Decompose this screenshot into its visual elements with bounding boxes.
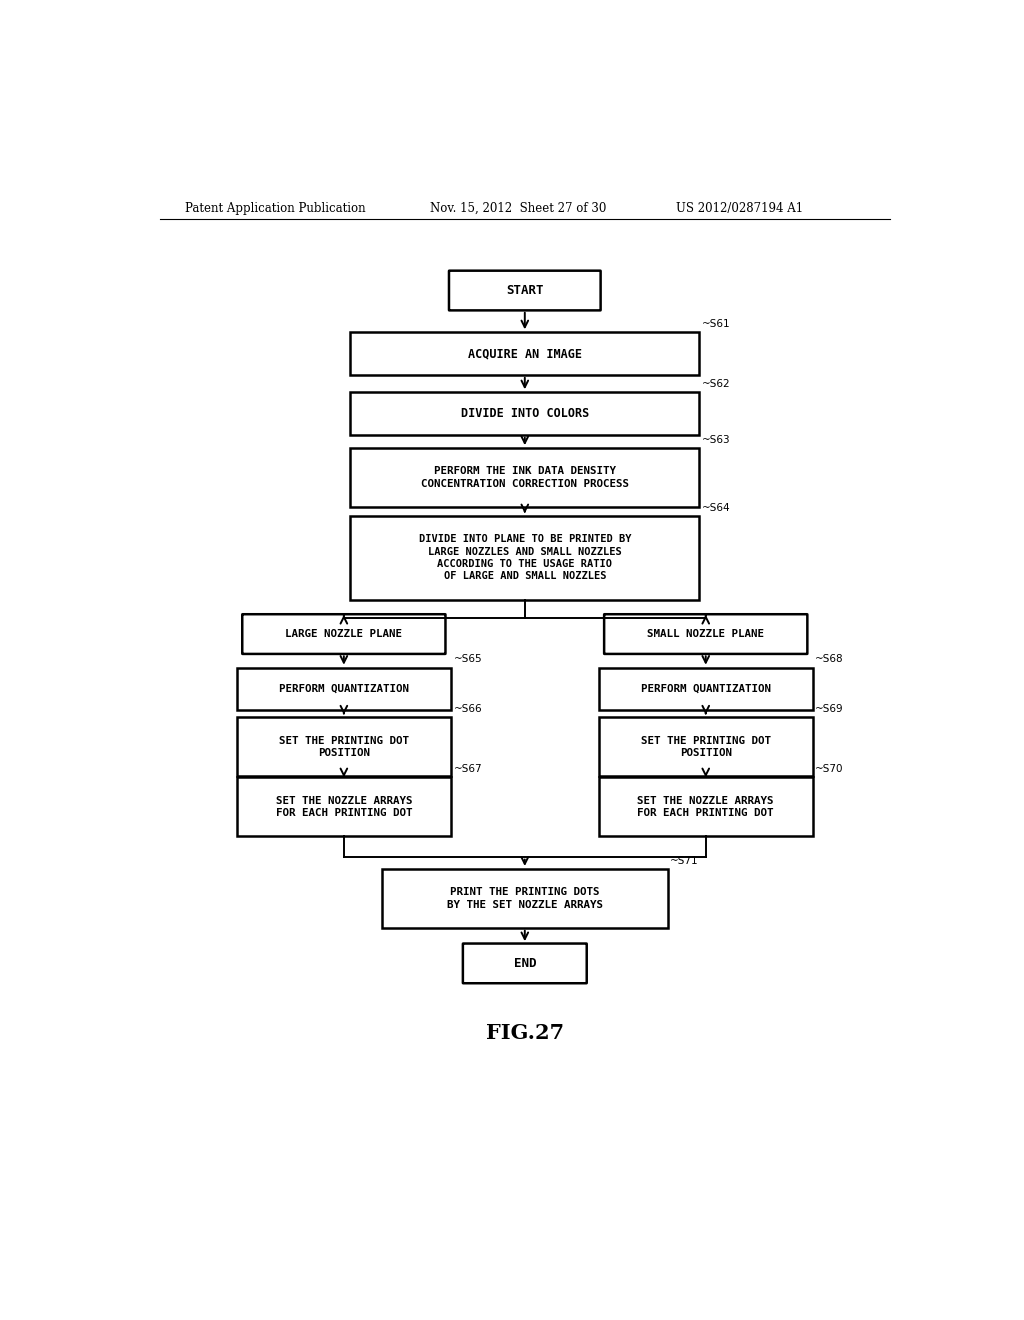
FancyBboxPatch shape: [243, 614, 445, 653]
Text: ~S61: ~S61: [701, 319, 730, 329]
Text: US 2012/0287194 A1: US 2012/0287194 A1: [676, 202, 803, 215]
Text: ~S65: ~S65: [454, 655, 482, 664]
Text: SET THE PRINTING DOT
POSITION: SET THE PRINTING DOT POSITION: [641, 735, 771, 758]
Text: SET THE PRINTING DOT
POSITION: SET THE PRINTING DOT POSITION: [279, 735, 409, 758]
Text: ~S71: ~S71: [670, 855, 698, 866]
Text: ~S69: ~S69: [815, 705, 844, 714]
Text: ACQUIRE AN IMAGE: ACQUIRE AN IMAGE: [468, 347, 582, 360]
FancyBboxPatch shape: [449, 271, 601, 310]
Text: PRINT THE PRINTING DOTS
BY THE SET NOZZLE ARRAYS: PRINT THE PRINTING DOTS BY THE SET NOZZL…: [446, 887, 603, 909]
Text: SMALL NOZZLE PLANE: SMALL NOZZLE PLANE: [647, 630, 764, 639]
FancyBboxPatch shape: [463, 944, 587, 983]
Text: PERFORM QUANTIZATION: PERFORM QUANTIZATION: [641, 684, 771, 694]
Text: ~S63: ~S63: [701, 436, 730, 445]
Text: ~S70: ~S70: [815, 764, 844, 775]
Text: SET THE NOZZLE ARRAYS
FOR EACH PRINTING DOT: SET THE NOZZLE ARRAYS FOR EACH PRINTING …: [638, 796, 774, 818]
Text: FIG.27: FIG.27: [485, 1023, 564, 1043]
Bar: [599, 718, 813, 776]
Bar: [382, 869, 668, 928]
Text: ~S64: ~S64: [701, 503, 730, 513]
Bar: [350, 392, 699, 434]
Text: DIVIDE INTO COLORS: DIVIDE INTO COLORS: [461, 407, 589, 420]
Bar: [237, 668, 451, 710]
Text: ~S68: ~S68: [815, 655, 844, 664]
FancyBboxPatch shape: [604, 614, 807, 653]
Bar: [237, 718, 451, 776]
Text: ~S66: ~S66: [454, 705, 482, 714]
Text: Patent Application Publication: Patent Application Publication: [185, 202, 366, 215]
Bar: [350, 333, 699, 375]
Text: START: START: [506, 284, 544, 297]
Bar: [599, 777, 813, 837]
Text: LARGE NOZZLE PLANE: LARGE NOZZLE PLANE: [286, 630, 402, 639]
Text: Nov. 15, 2012  Sheet 27 of 30: Nov. 15, 2012 Sheet 27 of 30: [430, 202, 606, 215]
Text: END: END: [514, 957, 536, 970]
Bar: [237, 777, 451, 837]
Text: DIVIDE INTO PLANE TO BE PRINTED BY
LARGE NOZZLES AND SMALL NOZZLES
ACCORDING TO : DIVIDE INTO PLANE TO BE PRINTED BY LARGE…: [419, 535, 631, 581]
Bar: [350, 516, 699, 599]
Text: ~S67: ~S67: [454, 764, 482, 775]
Bar: [599, 668, 813, 710]
Text: SET THE NOZZLE ARRAYS
FOR EACH PRINTING DOT: SET THE NOZZLE ARRAYS FOR EACH PRINTING …: [275, 796, 412, 818]
Text: ~S62: ~S62: [701, 379, 730, 389]
Bar: [350, 447, 699, 507]
Text: PERFORM THE INK DATA DENSITY
CONCENTRATION CORRECTION PROCESS: PERFORM THE INK DATA DENSITY CONCENTRATI…: [421, 466, 629, 488]
Text: PERFORM QUANTIZATION: PERFORM QUANTIZATION: [279, 684, 409, 694]
